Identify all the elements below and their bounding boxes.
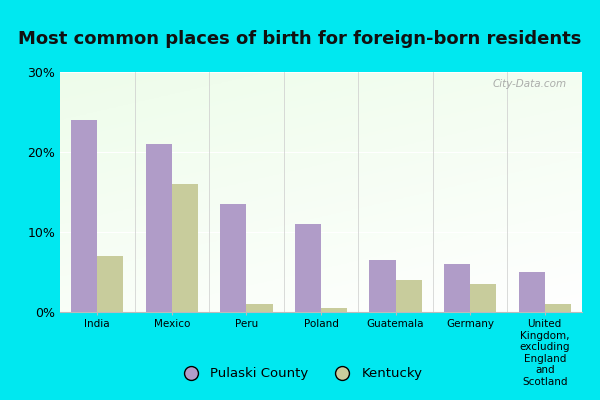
Bar [444, 264, 470, 312]
Bar [321, 308, 347, 312]
Bar [295, 224, 321, 312]
Bar [470, 284, 496, 312]
Bar [370, 260, 395, 312]
Bar [97, 256, 124, 312]
Bar [172, 184, 198, 312]
Bar [395, 280, 422, 312]
Bar [518, 272, 545, 312]
Bar [545, 304, 571, 312]
Bar [220, 204, 247, 312]
Bar [247, 304, 272, 312]
Bar [146, 144, 172, 312]
Text: City-Data.com: City-Data.com [492, 79, 566, 89]
Text: Most common places of birth for foreign-born residents: Most common places of birth for foreign-… [19, 30, 581, 48]
Legend: Pulaski County, Kentucky: Pulaski County, Kentucky [172, 362, 428, 386]
Bar [71, 120, 97, 312]
